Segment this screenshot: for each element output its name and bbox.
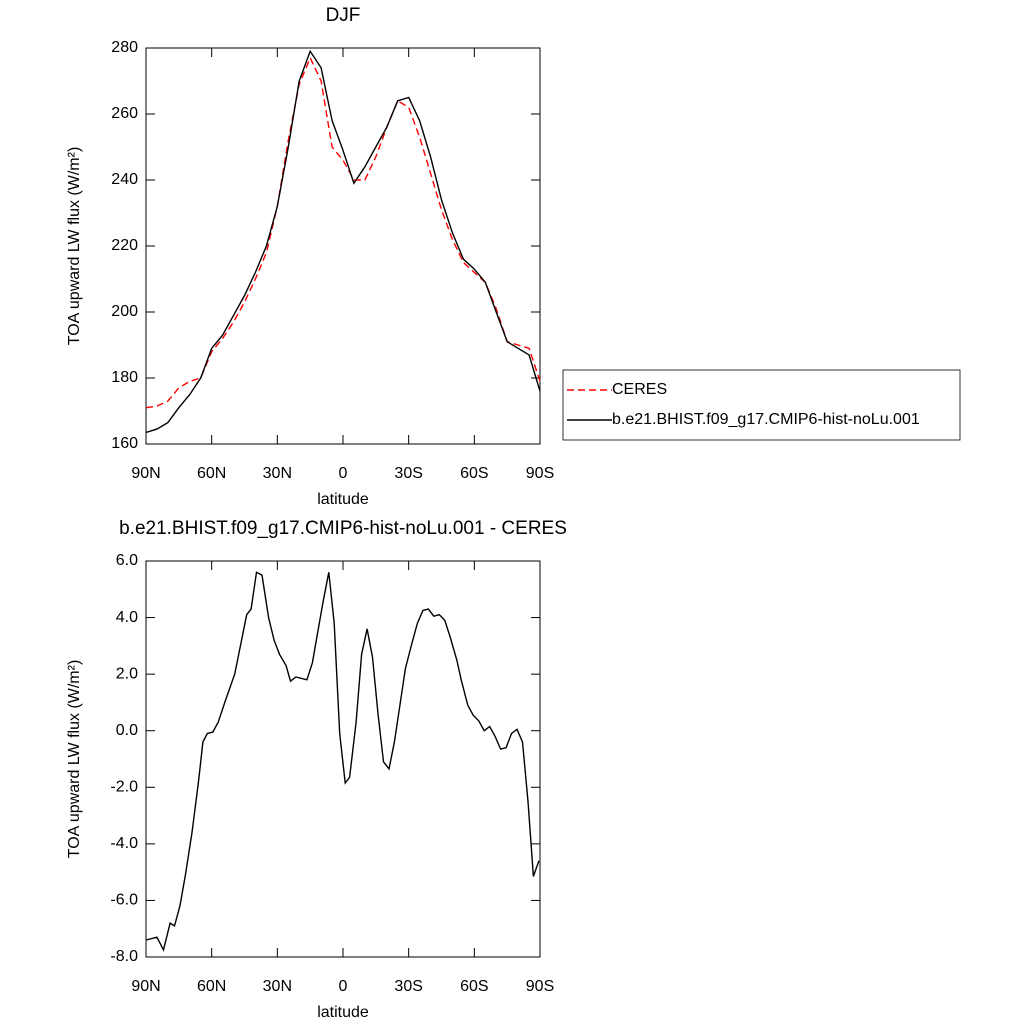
- x-tick-label: 0: [339, 465, 348, 482]
- plot-frame: [145, 560, 541, 958]
- legend-label: b.e21.BHIST.f09_g17.CMIP6-hist-noLu.001: [612, 411, 920, 428]
- x-tick-label: 90N: [131, 465, 160, 482]
- y-tick-label: 200: [111, 303, 138, 320]
- y-tick-label: 4.0: [116, 609, 138, 626]
- legend-label: CERES: [612, 381, 667, 398]
- x-tick-label: 90N: [131, 978, 160, 995]
- x-axis-label: latitude: [317, 491, 369, 508]
- chart-title: b.e21.BHIST.f09_g17.CMIP6-hist-noLu.001 …: [119, 518, 567, 539]
- y-tick-label: 6.0: [116, 552, 138, 569]
- x-tick-label: 90S: [526, 465, 554, 482]
- data-line: [145, 56, 541, 409]
- y-tick-label: -2.0: [110, 779, 138, 796]
- x-tick-label: 60N: [197, 465, 226, 482]
- y-tick-label: 260: [111, 105, 138, 122]
- y-tick-label: 180: [111, 369, 138, 386]
- chart-title: DJF: [326, 5, 361, 26]
- x-tick-label: 30N: [263, 465, 292, 482]
- y-tick-label: 220: [111, 237, 138, 254]
- y-tick-label: 160: [111, 435, 138, 452]
- y-tick-label: -8.0: [110, 948, 138, 965]
- plot-frame: [145, 47, 541, 445]
- x-axis-label: latitude: [317, 1004, 369, 1021]
- y-tick-label: 280: [111, 39, 138, 56]
- y-tick-label: 2.0: [116, 665, 138, 682]
- y-tick-label: 0.0: [116, 722, 138, 739]
- x-tick-label: 30N: [263, 978, 292, 995]
- y-tick-label: 240: [111, 171, 138, 188]
- legend-box: [562, 369, 961, 441]
- y-axis-label: TOA upward LW flux (W/m²): [66, 147, 83, 346]
- x-tick-label: 60N: [197, 978, 226, 995]
- x-tick-label: 90S: [526, 978, 554, 995]
- y-axis-label: TOA upward LW flux (W/m²): [66, 660, 83, 859]
- y-tick-label: -4.0: [110, 835, 138, 852]
- x-tick-label: 60S: [460, 978, 488, 995]
- data-line: [145, 571, 540, 952]
- y-tick-label: -6.0: [110, 892, 138, 909]
- data-line: [145, 49, 541, 434]
- x-tick-label: 30S: [394, 978, 422, 995]
- x-tick-label: 30S: [394, 465, 422, 482]
- x-tick-label: 60S: [460, 465, 488, 482]
- x-tick-label: 0: [339, 978, 348, 995]
